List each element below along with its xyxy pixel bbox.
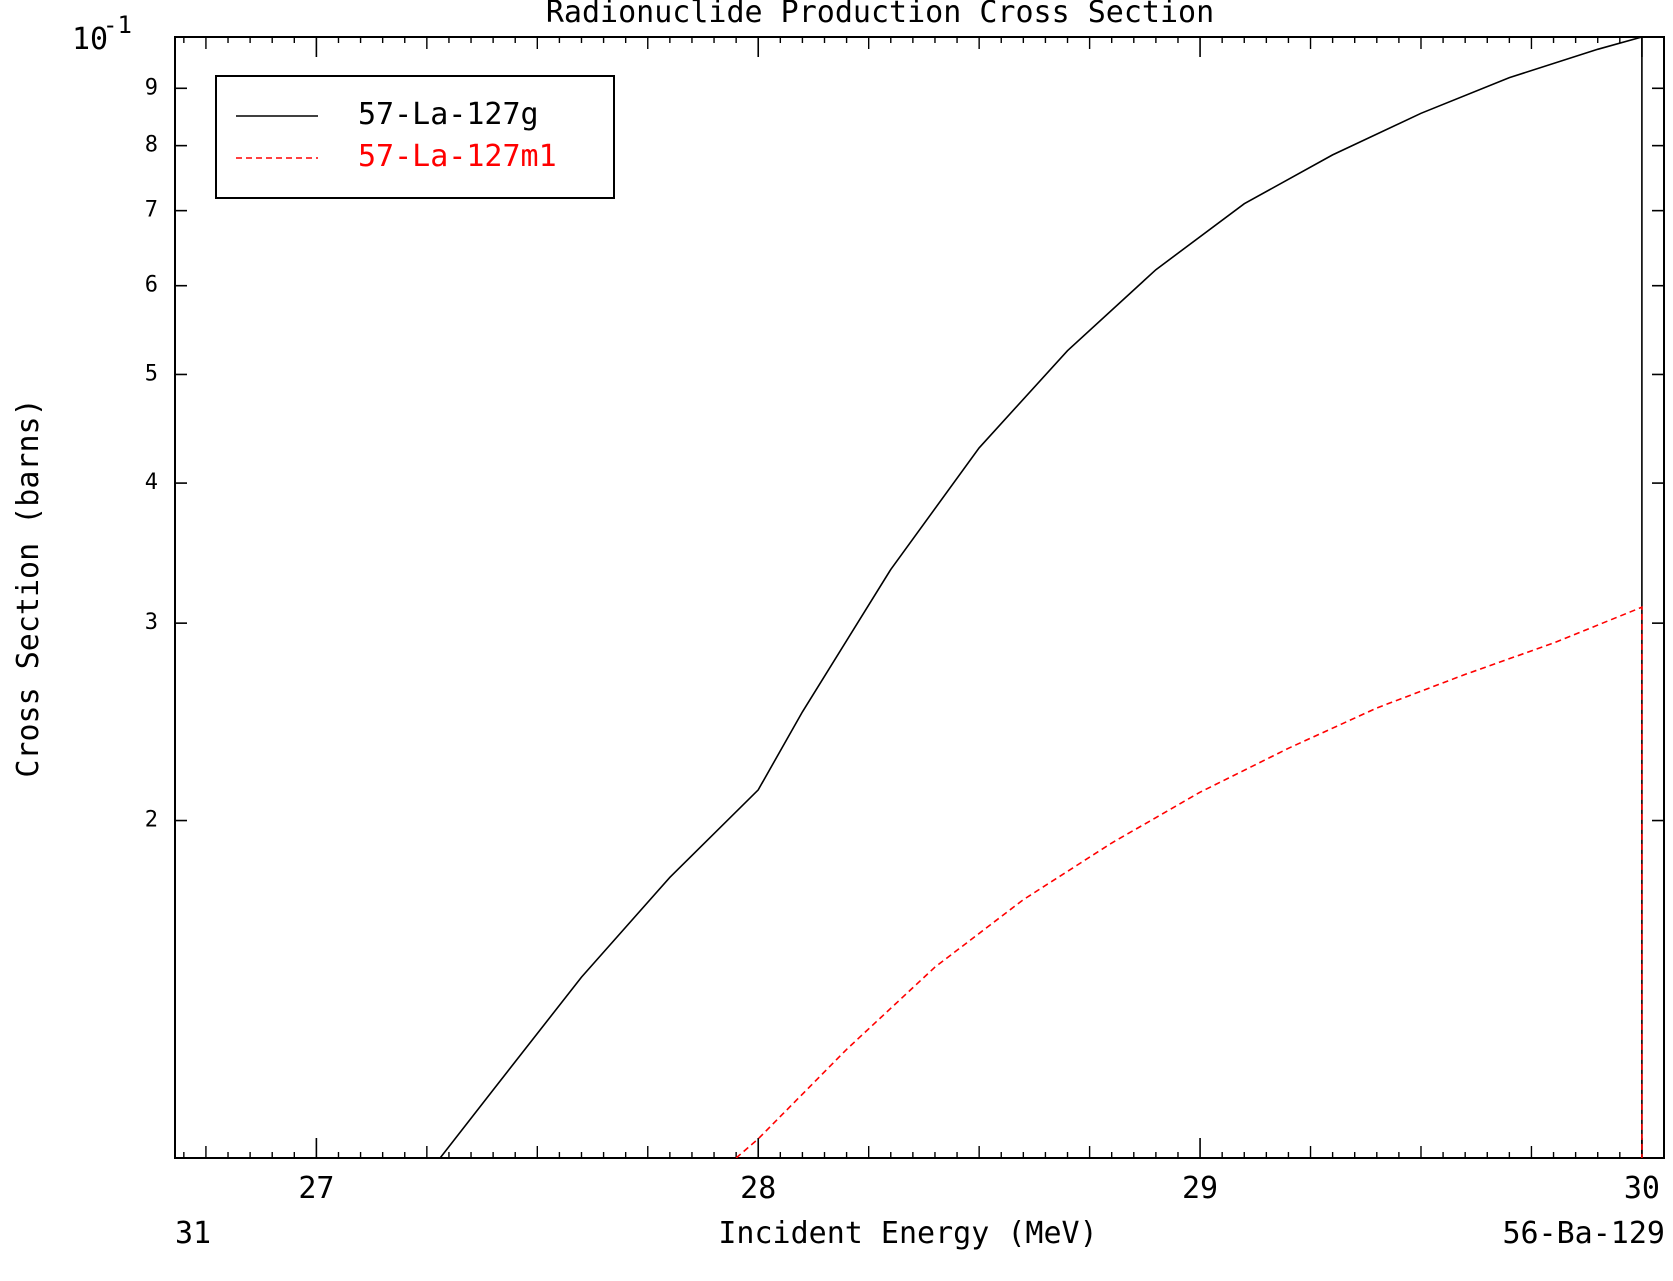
x-tick-label: 28 (740, 1171, 776, 1206)
y-tick-label: 8 (145, 133, 158, 158)
y-tick-label: 9 (145, 75, 158, 100)
x-axis-label: Incident Energy (MeV) (718, 1216, 1097, 1251)
y-decade-exponent: -1 (103, 11, 132, 39)
x-tick-label: 30 (1624, 1171, 1660, 1206)
y-tick-label: 3 (145, 610, 158, 635)
y-decade-base: 10 (72, 22, 108, 57)
series-layer (439, 37, 1643, 1158)
x-ticks: 27 28 29 30 (298, 37, 1660, 1206)
y-tick-label: 2 (145, 808, 158, 833)
y-tick-label: 7 (145, 198, 158, 223)
y-tick-label: 6 (145, 273, 158, 298)
footer-left-label: 31 (175, 1216, 211, 1251)
y-axis-label: Cross Section (barns) (11, 398, 46, 777)
y-tick-label: 5 (145, 361, 158, 386)
series-line-57-la-127m1 (735, 606, 1643, 1158)
x-tick-label: 27 (298, 1171, 334, 1206)
series-line-57-la-127g (439, 37, 1643, 1158)
legend-box (215, 75, 615, 199)
x-tick-label: 29 (1182, 1171, 1218, 1206)
legend: 57-La-127g 57-La-127m1 (215, 75, 615, 199)
footer-right-label: 56-Ba-129 (1502, 1216, 1665, 1251)
minor-ticks (183, 37, 1665, 1158)
y-tick-label: 4 (145, 470, 158, 495)
chart-title: Radionuclide Production Cross Section (546, 0, 1214, 30)
legend-label-la127m1: 57-La-127m1 (358, 139, 557, 174)
y-decade-label: 10 -1 (72, 11, 132, 57)
plot-frame (174, 36, 1665, 1159)
legend-label-la127g: 57-La-127g (358, 97, 539, 132)
y-ticks: 2 3 4 5 6 7 8 9 (145, 75, 1664, 833)
